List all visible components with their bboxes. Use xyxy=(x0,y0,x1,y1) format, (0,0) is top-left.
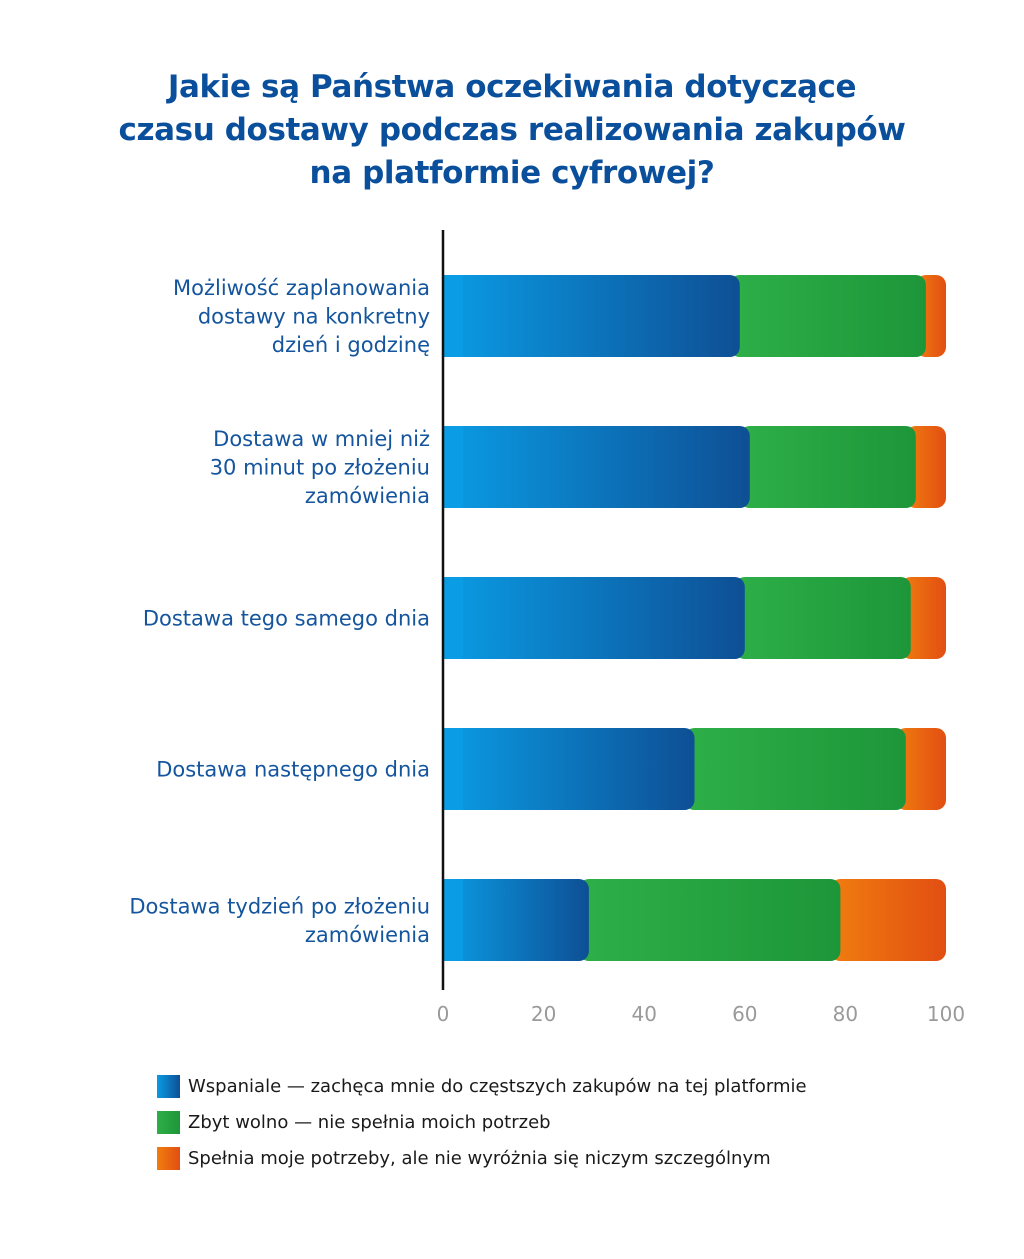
bar-segment-0-cat-3 xyxy=(443,728,695,810)
bar-segment-2-cat-2 xyxy=(900,577,946,659)
x-tick-label: 0 xyxy=(437,1002,450,1026)
bar-segment-0-cat-2 xyxy=(443,577,745,659)
category-label: Dostawa tydzień po złożeniu zamówienia xyxy=(129,894,430,947)
category-label-line: Dostawa tego samego dnia xyxy=(143,607,430,631)
x-tick-label: 100 xyxy=(927,1002,965,1026)
bar-segment-2-cat-3 xyxy=(895,728,946,810)
category-label-line: zamówienia xyxy=(305,484,430,508)
x-tick-label: 40 xyxy=(631,1002,656,1026)
bar-segment-1-cat-4 xyxy=(578,879,841,961)
chart-title-line: na platformie cyfrowej? xyxy=(309,155,715,191)
category-label-line: Dostawa w mniej niż xyxy=(213,427,430,451)
bar-segment-2-cat-1 xyxy=(905,426,946,508)
bar-segment-2-cat-4 xyxy=(830,879,946,961)
legend-label: Spełnia moje potrzeby, ale nie wyróżnia … xyxy=(188,1147,771,1169)
x-tick-label: 80 xyxy=(833,1002,858,1026)
category-labels: Możliwość zaplanowania dostawy na konkret… xyxy=(129,276,430,947)
legend-item: Spełnia moje potrzeby, ale nie wyróżnia … xyxy=(157,1146,807,1170)
category-label-line: Dostawa następnego dnia xyxy=(156,758,430,782)
category-label-line: dostawy na konkretny xyxy=(198,305,430,329)
bar-segment-0-cat-1 xyxy=(443,426,750,508)
chart-title-line: czasu dostawy podczas realizowania zakup… xyxy=(118,112,906,148)
category-label: Możliwość zaplanowania dostawy na konkret… xyxy=(173,276,430,357)
stacked-bar-chart: Możliwość zaplanowania dostawy na konkret… xyxy=(129,230,965,1026)
chart-title: Jakie są Państwa oczekiwania dotyczące c… xyxy=(60,66,964,195)
bar-segment-1-cat-3 xyxy=(684,728,906,810)
legend-swatch-blue xyxy=(157,1074,180,1098)
category-label: Dostawa następnego dnia xyxy=(156,758,430,782)
legend-swatch-green xyxy=(157,1110,180,1134)
category-label-line: Dostawa tydzień po złożeniu xyxy=(129,894,430,918)
category-label: Dostawa w mniej niż 30 minut po złożeniu z… xyxy=(210,427,430,508)
bar-segment-1-cat-0 xyxy=(729,275,926,357)
legend-swatch-orange xyxy=(157,1146,180,1170)
legend-item: Wspaniale — zachęca mnie do częstszych z… xyxy=(157,1074,807,1098)
category-label-line: 30 minut po złożeniu xyxy=(210,456,430,480)
legend-label: Wspaniale — zachęca mnie do częstszych z… xyxy=(188,1075,807,1097)
x-tick-label: 60 xyxy=(732,1002,757,1026)
bar-segment-0-cat-4 xyxy=(443,879,589,961)
category-label-line: zamówienia xyxy=(305,923,430,947)
x-tick-label: 20 xyxy=(531,1002,556,1026)
category-label-line: dzień i godzinę xyxy=(272,333,430,357)
bar-segment-0-cat-0 xyxy=(443,275,740,357)
bar-segment-1-cat-2 xyxy=(734,577,911,659)
category-label: Dostawa tego samego dnia xyxy=(143,607,430,631)
legend: Wspaniale — zachęca mnie do częstszych z… xyxy=(157,1074,807,1182)
x-axis-ticks: 0 20 40 60 80 100 xyxy=(437,1002,965,1026)
legend-item: Zbyt wolno — nie spełnia moich potrzeb xyxy=(157,1110,807,1134)
bar-segment-1-cat-1 xyxy=(739,426,916,508)
chart-title-line: Jakie są Państwa oczekiwania dotyczące xyxy=(167,69,857,105)
category-label-line: Możliwość zaplanowania xyxy=(173,276,430,300)
bars-layer xyxy=(443,275,946,961)
legend-label: Zbyt wolno — nie spełnia moich potrzeb xyxy=(188,1111,551,1133)
